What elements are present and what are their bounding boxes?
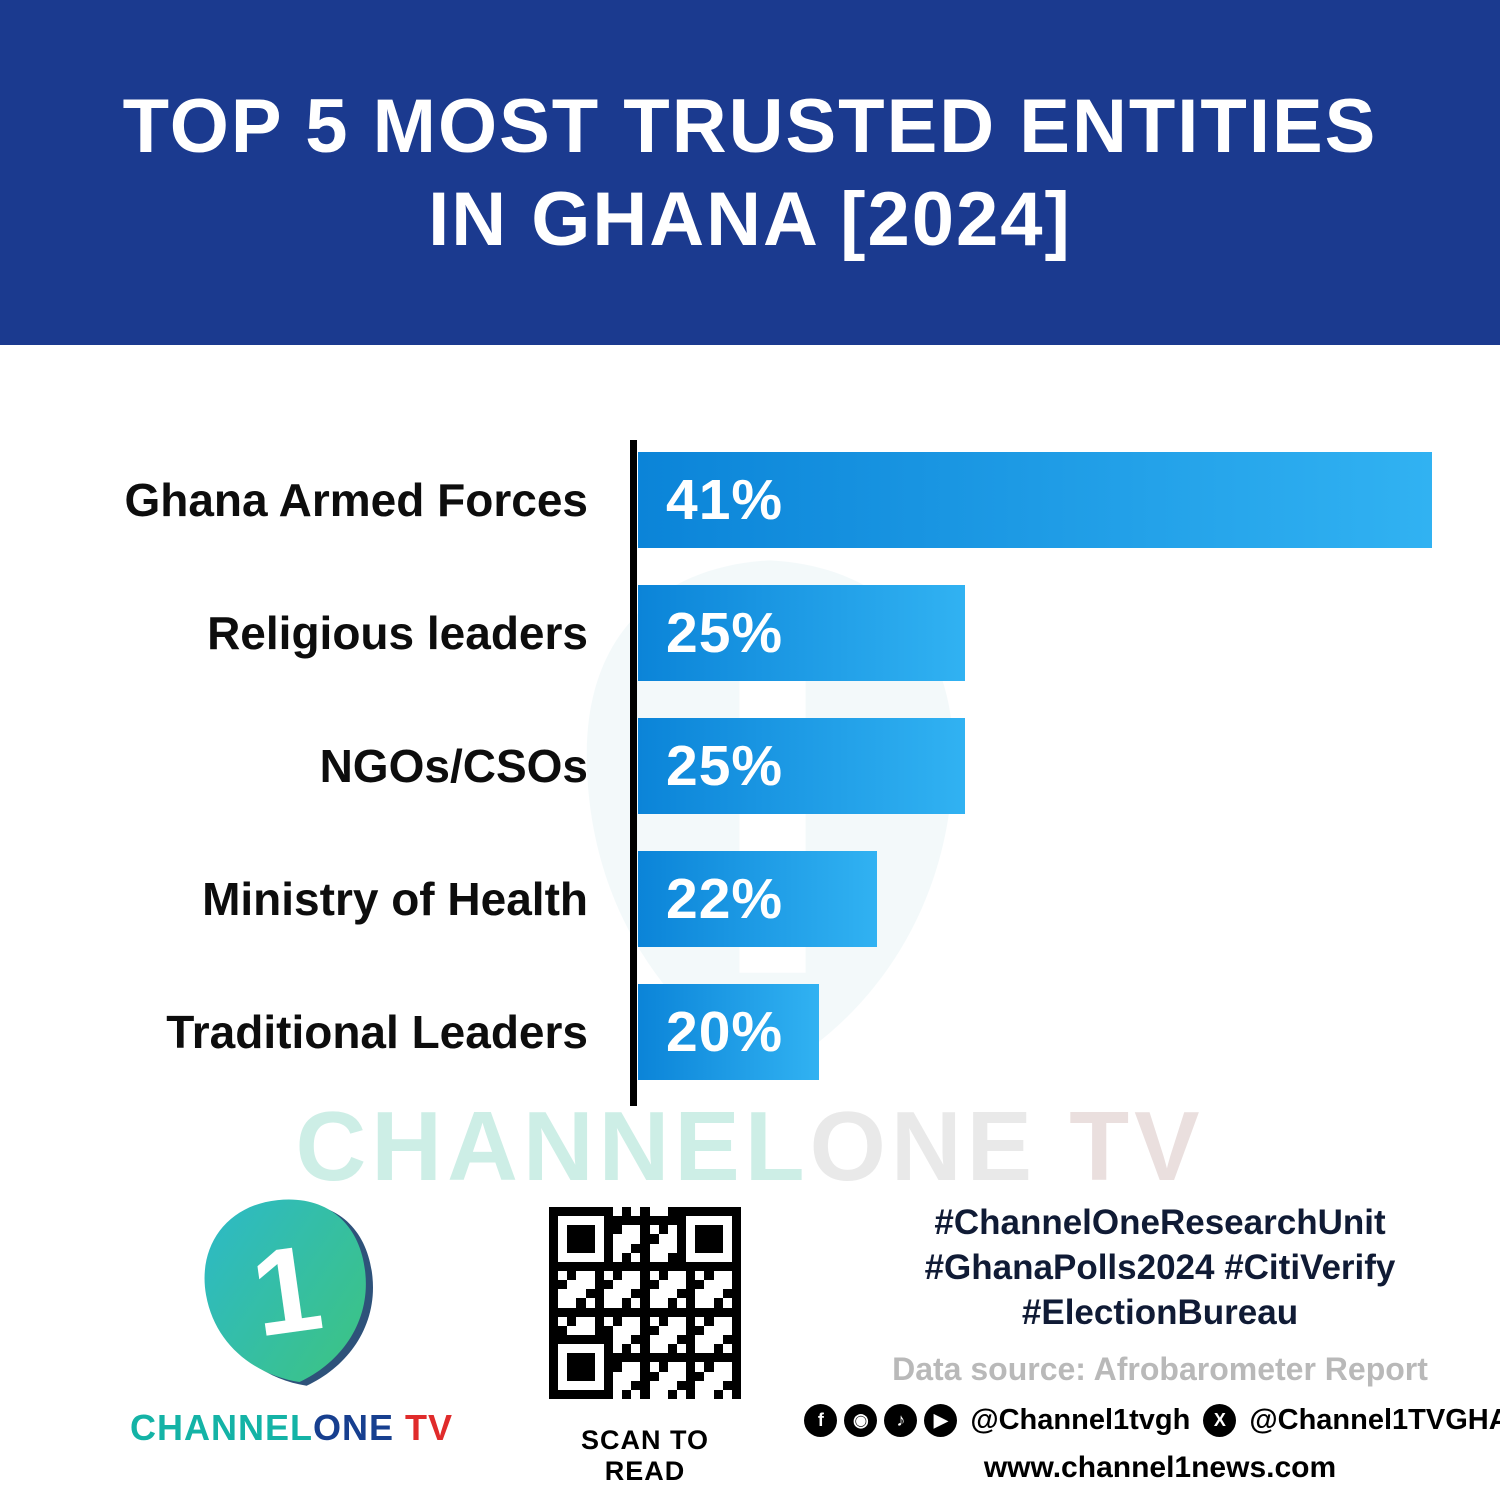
instagram-icon: ◉ <box>844 1404 878 1437</box>
social-handle-main: @Channel1tvgh <box>970 1404 1191 1436</box>
hashtag-line: #ChannelOneResearchUnit <box>934 1203 1386 1242</box>
watermark-one: ONE <box>809 1091 1037 1201</box>
category-label: Ghana Armed Forces <box>124 474 588 526</box>
hashtag-line: #ElectionBureau <box>1021 1293 1299 1332</box>
x-icon: X <box>1203 1404 1237 1437</box>
chart-row: Religious leaders 25% <box>0 585 1500 681</box>
bar: 41% <box>638 452 1432 548</box>
bar-track: 25% <box>630 585 1500 681</box>
watermark-tv: TV <box>1069 1091 1205 1201</box>
chart-axis <box>630 440 637 1106</box>
chart-row: Ghana Armed Forces 41% <box>0 452 1500 548</box>
footer-info-block: #ChannelOneResearchUnit #GhanaPolls2024 … <box>804 1200 1500 1485</box>
hashtag-line: #GhanaPolls2024 #CitiVerify <box>924 1248 1396 1287</box>
channel-one-logo-icon: 1 <box>204 1199 373 1386</box>
bar-track: 25% <box>630 718 1500 814</box>
page-title-line2: IN GHANA [2024] <box>428 176 1072 262</box>
bar-value-label: 41% <box>666 468 784 532</box>
social-handle-x: @Channel1TVGHA <box>1249 1404 1500 1436</box>
brand-tv-text: TV <box>405 1407 454 1448</box>
category-label: Traditional Leaders <box>166 1006 588 1058</box>
bar: 25% <box>638 718 965 814</box>
bar-value-label: 25% <box>666 601 784 665</box>
chart-row: Traditional Leaders 20% <box>0 984 1500 1080</box>
bar-track: 41% <box>630 452 1500 548</box>
bar-track: 20% <box>630 984 1500 1080</box>
bar-value-label: 25% <box>666 734 784 798</box>
chart-row: NGOs/CSOs 25% <box>0 718 1500 814</box>
qr-caption: SCAN TO READ <box>580 1425 709 1486</box>
brand-one-text: ONE <box>313 1407 395 1448</box>
data-source-note: Data source: Afrobarometer Report <box>892 1351 1428 1387</box>
category-label: NGOs/CSOs <box>319 740 588 792</box>
chart-row: Ministry of Health 22% <box>0 851 1500 947</box>
brand-channel-text: CHANNEL <box>130 1407 313 1448</box>
bar-track: 22% <box>630 851 1500 947</box>
bar: 20% <box>638 984 819 1080</box>
bar: 22% <box>638 851 877 947</box>
brand-watermark: CHANNELONE TV <box>0 1090 1500 1203</box>
facebook-icon: f <box>804 1404 838 1437</box>
brand-name: CHANNELONE TV <box>130 1407 452 1449</box>
social-row: f ◉ ♪ ▶ @Channel1tvgh X @Channel1TVGHA <box>804 1404 1500 1437</box>
website-url: www.channel1news.com <box>983 1451 1337 1484</box>
bar: 25% <box>638 585 965 681</box>
channel-one-logo-block: 1 CHANNELONE TV <box>130 1185 452 1449</box>
bar-chart: Ghana Armed Forces 41% Religious leaders… <box>0 440 1500 1106</box>
watermark-channel: CHANNEL <box>295 1091 810 1201</box>
qr-code <box>545 1203 745 1403</box>
bar-value-label: 20% <box>666 1000 784 1064</box>
tiktok-icon: ♪ <box>884 1404 918 1437</box>
category-label: Ministry of Health <box>202 873 588 925</box>
bar-value-label: 22% <box>666 867 784 931</box>
category-label: Religious leaders <box>207 607 588 659</box>
qr-block: SCAN TO READ <box>545 1203 745 1487</box>
page-title-line1: TOP 5 MOST TRUSTED ENTITIES <box>122 83 1378 169</box>
header-banner: TOP 5 MOST TRUSTED ENTITIES IN GHANA [20… <box>0 0 1500 345</box>
youtube-icon: ▶ <box>924 1404 958 1437</box>
